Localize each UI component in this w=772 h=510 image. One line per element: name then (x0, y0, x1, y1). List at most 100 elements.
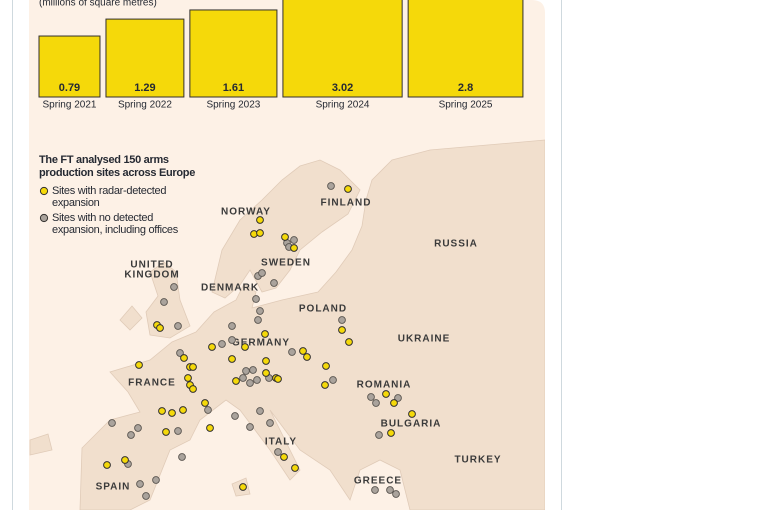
site-dot (201, 399, 209, 407)
value-label: 0.79 (59, 82, 80, 94)
site-dot (184, 374, 192, 382)
site-dot (290, 244, 298, 252)
site-dot (208, 343, 216, 351)
site-dot (156, 324, 164, 332)
site-dot (375, 431, 383, 439)
site-dot (303, 353, 311, 361)
country-label: SWEDEN (261, 258, 311, 269)
country-label: FINLAND (321, 198, 372, 209)
site-dot (242, 367, 250, 375)
category-label: Spring 2025 (439, 100, 493, 111)
category-label: Spring 2022 (118, 100, 172, 111)
site-dot (344, 185, 352, 193)
site-dot (256, 307, 264, 315)
site-dot (204, 406, 212, 414)
site-dot (262, 357, 270, 365)
site-dot (162, 428, 170, 436)
country-label: KINGDOM (124, 270, 179, 281)
site-dot (218, 340, 226, 348)
site-dot (189, 385, 197, 393)
site-dot (386, 486, 394, 494)
site-dot (338, 316, 346, 324)
site-dot (121, 456, 129, 464)
site-dot (231, 412, 239, 420)
site-dot (299, 347, 307, 355)
site-dot (290, 236, 298, 244)
site-dot (262, 369, 270, 377)
site-dot (345, 338, 353, 346)
site-dot (371, 486, 379, 494)
country-label: BULGARIA (381, 419, 442, 430)
site-dot (228, 336, 236, 344)
legend-swatch (39, 213, 49, 223)
site-dot (261, 330, 269, 338)
infographic: 0.79 Spring 2021 1.29 Spring 2022 1.61 Spring… (29, 0, 545, 510)
site-dot (288, 348, 296, 356)
site-dot (274, 375, 282, 383)
site-dot (266, 419, 274, 427)
bar (282, 0, 403, 98)
site-dot (103, 461, 111, 469)
site-dot (170, 283, 178, 291)
site-dot (387, 429, 395, 437)
value-label: 2.8 (458, 82, 473, 94)
site-dot (180, 354, 188, 362)
site-dot (252, 295, 260, 303)
site-dot (108, 419, 116, 427)
country-label: FRANCE (128, 378, 176, 389)
value-label: 3.02 (332, 82, 353, 94)
site-dot (256, 216, 264, 224)
site-dot (239, 483, 247, 491)
site-dot (280, 453, 288, 461)
value-label: 1.61 (223, 82, 244, 94)
site-dot (127, 431, 135, 439)
site-dot (321, 381, 329, 389)
site-dot (329, 376, 337, 384)
site-dot (246, 379, 254, 387)
site-dot (152, 476, 160, 484)
site-dot (382, 390, 390, 398)
site-dot (270, 279, 278, 287)
site-dot (206, 424, 214, 432)
land (29, 139, 545, 510)
site-dot (239, 374, 247, 382)
site-dot (228, 322, 236, 330)
legend-label: Sites with no detected (52, 212, 153, 224)
site-dot (246, 423, 254, 431)
site-dot (160, 298, 168, 306)
bar (105, 18, 185, 98)
country-label: SPAIN (96, 482, 131, 493)
bar (38, 35, 101, 98)
site-dot (135, 361, 143, 369)
site-dot (367, 393, 375, 401)
site-dot (322, 362, 330, 370)
country-label: UKRAINE (398, 334, 451, 345)
site-dot (142, 492, 150, 500)
legend-label: expansion (52, 197, 100, 209)
site-dot (228, 355, 236, 363)
country-label: POLAND (299, 304, 347, 315)
site-dot (254, 316, 262, 324)
site-dot (390, 399, 398, 407)
site-dot (256, 229, 264, 237)
site-dot (291, 464, 299, 472)
country-label: UNITED (130, 260, 173, 271)
category-label: Spring 2023 (206, 100, 260, 111)
site-dot (249, 366, 257, 374)
country-label: DENMARK (201, 283, 259, 294)
site-dot (168, 409, 176, 417)
legend-swatch (39, 186, 49, 196)
site-dot (176, 349, 184, 357)
country-label: RUSSIA (434, 239, 478, 250)
country-label: ROMANIA (357, 380, 412, 391)
site-dot (158, 407, 166, 415)
country-label: NORWAY (221, 207, 271, 218)
site-dot (178, 453, 186, 461)
site-dot (392, 490, 400, 498)
bar (407, 0, 524, 98)
value-label: 1.29 (134, 82, 155, 94)
country-label: GREECE (354, 476, 402, 487)
site-dot (136, 480, 144, 488)
country-label: TURKEY (454, 455, 501, 466)
